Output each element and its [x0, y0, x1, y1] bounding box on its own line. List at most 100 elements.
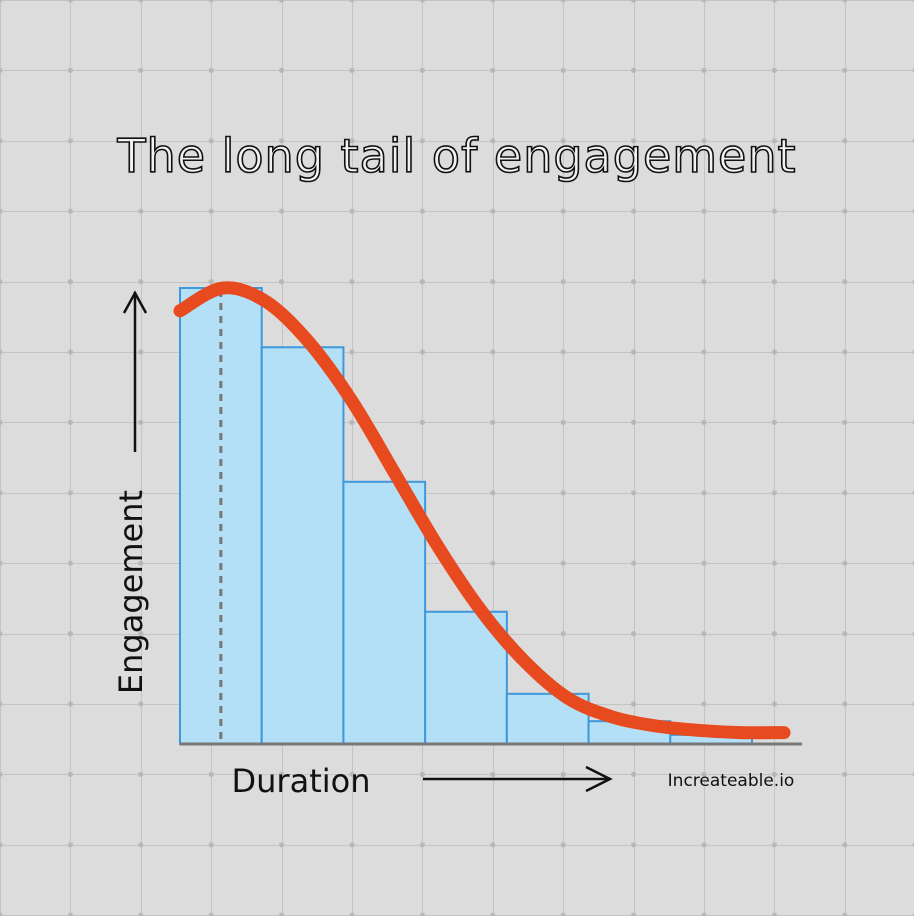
grid-dot: [771, 701, 778, 707]
grid-dot: [771, 771, 778, 778]
grid-dot: [0, 490, 3, 496]
grid-dot: [771, 631, 778, 637]
grid-dot: [701, 701, 707, 707]
grid-dot: [701, 419, 707, 425]
grid-dot: [631, 912, 637, 916]
grid-dot: [138, 0, 144, 3]
grid-dot: [349, 842, 355, 848]
bar: [260, 346, 345, 745]
grid-dot: [208, 0, 214, 3]
grid-dot: [67, 279, 73, 285]
grid-dot: [349, 771, 355, 778]
grid-dot: [490, 0, 496, 3]
grid-dot: [0, 419, 3, 425]
grid-dot: [349, 349, 355, 355]
grid-dot: [631, 208, 637, 214]
grid-dot: [0, 912, 3, 916]
grid-dot: [208, 771, 214, 778]
grid-dot: [208, 912, 214, 916]
grid-dot: [419, 419, 425, 425]
grid-dot: [67, 631, 73, 637]
grid-dot: [771, 67, 778, 73]
grid-dot: [771, 138, 778, 144]
grid-dot: [279, 208, 285, 214]
bar: [342, 480, 427, 745]
grid-dot: [67, 349, 73, 355]
grid-dot: [701, 771, 707, 778]
grid-dot: [349, 208, 355, 214]
grid-dot: [279, 67, 285, 73]
grid-dot: [490, 279, 496, 285]
bars-layer: [179, 287, 753, 746]
grid-dot: [67, 771, 73, 778]
grid-dot: [560, 560, 566, 566]
grid-dot: [701, 138, 707, 144]
grid-dot: [560, 771, 566, 778]
grid-dot: [631, 419, 637, 425]
grid-dot: [490, 560, 496, 566]
grid-dot: [0, 349, 3, 355]
grid-dot: [490, 912, 496, 916]
grid-dot: [419, 349, 425, 355]
chart-title: The long tail of engagement: [116, 129, 796, 183]
grid-dot: [490, 419, 496, 425]
grid-dot: [138, 560, 144, 566]
grid-dot: [771, 560, 778, 566]
grid-dot: [842, 349, 848, 355]
grid-dot: [701, 279, 707, 285]
grid-dot: [0, 701, 3, 707]
grid-dot: [67, 419, 73, 425]
grid-dot: [138, 490, 144, 496]
grid-dot: [490, 490, 496, 496]
grid-dot: [138, 701, 144, 707]
grid-dot: [0, 560, 3, 566]
grid-dot: [490, 208, 496, 214]
grid-dot: [490, 771, 496, 778]
grid-dot: [771, 279, 778, 285]
grid-dot: [842, 560, 848, 566]
grid-dot: [771, 419, 778, 425]
grid-dot: [631, 138, 637, 144]
grid-dot: [490, 67, 496, 73]
grid-dot: [0, 771, 3, 777]
grid-dot: [67, 0, 73, 3]
grid-dot: [419, 912, 425, 916]
distribution-curve: [173, 281, 791, 740]
grid-dot: [419, 138, 425, 144]
grid-dot: [419, 208, 425, 214]
grid-dot: [560, 0, 566, 3]
grid-dot: [138, 138, 144, 144]
grid-dot: [67, 842, 73, 848]
y-axis-arrow: [122, 290, 148, 452]
grid-dot: [138, 912, 144, 916]
x-axis-label: Duration: [232, 762, 371, 800]
grid-dot: [631, 349, 637, 355]
grid-dot: [279, 842, 285, 848]
grid-dot: [279, 912, 285, 916]
grid-dot: [490, 138, 496, 144]
grid-dot: [842, 138, 848, 144]
grid-dot: [67, 138, 73, 144]
grid-dot: [560, 419, 566, 425]
grid-dot: [842, 490, 848, 496]
grid-dot: [842, 912, 848, 916]
grid-dot: [490, 349, 496, 355]
grid-dot: [701, 349, 707, 355]
grid-dot: [349, 279, 355, 285]
grid-dot: [842, 701, 848, 707]
grid-dot: [0, 0, 3, 3]
grid-dot: [701, 560, 707, 566]
grid-dot: [842, 842, 848, 848]
grid-dot: [631, 279, 637, 285]
grid-dot: [560, 67, 566, 73]
grid-dot: [631, 490, 637, 496]
grid-dot: [560, 490, 566, 496]
brand-label: Increateable.io: [668, 771, 795, 791]
grid-dot: [842, 67, 848, 73]
grid-dot: [631, 0, 637, 3]
grid-dot: [349, 67, 355, 73]
grid-dot: [560, 349, 566, 355]
grid-dot: [138, 842, 144, 848]
grid-dot: [490, 842, 496, 848]
